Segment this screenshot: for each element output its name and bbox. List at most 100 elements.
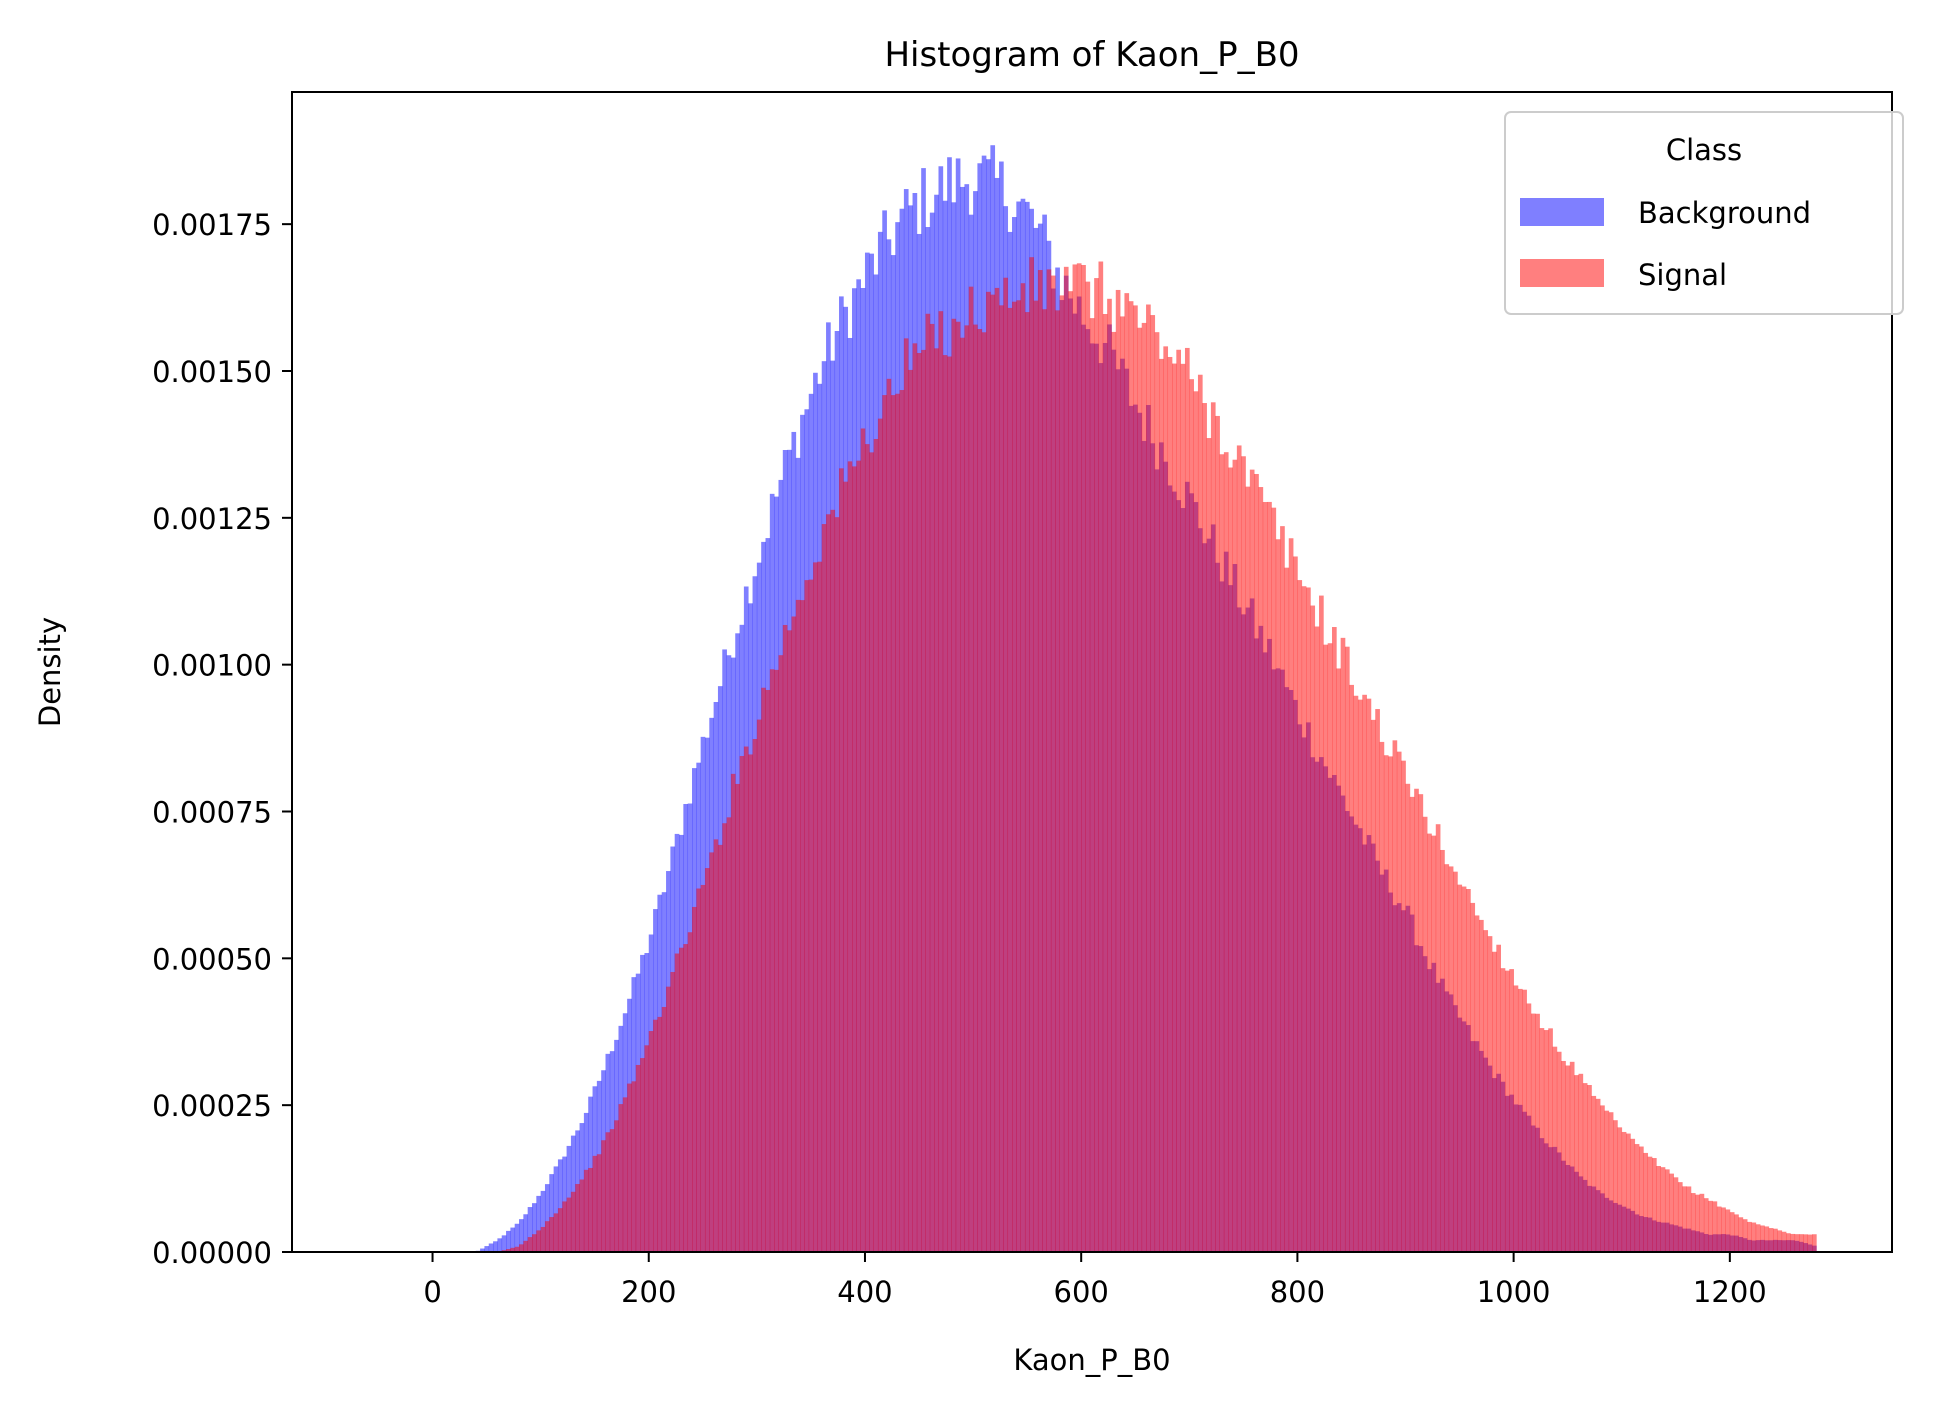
histogram-bar — [1755, 1224, 1761, 1252]
histogram-bar — [1081, 264, 1086, 1252]
histogram-bar — [1474, 915, 1480, 1252]
histogram-bar — [532, 1234, 537, 1252]
histogram-bar — [1431, 835, 1437, 1252]
histogram-bar — [1712, 1201, 1718, 1252]
histogram-bar — [968, 286, 974, 1252]
histogram-bar — [748, 754, 753, 1252]
histogram-bar — [1007, 307, 1013, 1252]
histogram-bar — [1159, 358, 1164, 1252]
histogram-bar — [739, 755, 745, 1252]
histogram-bar — [1435, 824, 1441, 1252]
histogram-bar — [1729, 1212, 1735, 1252]
histogram-bar — [523, 1240, 529, 1252]
histogram-bar — [1647, 1156, 1653, 1252]
histogram-bar — [1189, 379, 1194, 1252]
histogram-bar — [1180, 363, 1186, 1253]
histogram-bar — [756, 719, 762, 1252]
histogram-bar — [1024, 312, 1030, 1252]
histogram-bar — [493, 1241, 498, 1252]
x-tick-label: 1200 — [1693, 1275, 1767, 1309]
histogram-bar — [1751, 1222, 1757, 1252]
histogram-bar — [843, 481, 849, 1252]
x-axis-label: Kaon_P_B0 — [1013, 1343, 1170, 1377]
histogram-bar — [661, 1006, 667, 1252]
histogram-bar — [1137, 327, 1143, 1253]
histogram-bar — [1582, 1083, 1588, 1252]
histogram-bar — [1626, 1133, 1631, 1252]
histogram-bar — [1301, 586, 1307, 1252]
histogram-bar — [1487, 936, 1493, 1252]
histogram-bar — [830, 509, 836, 1253]
histogram-bar — [640, 1058, 645, 1252]
histogram-bar — [588, 1167, 593, 1252]
histogram-bar — [895, 393, 900, 1252]
histogram-bar — [549, 1217, 554, 1252]
histogram-bar — [1405, 783, 1411, 1252]
histogram-bar — [653, 1019, 658, 1252]
histogram-bar — [1306, 587, 1311, 1252]
histogram-bar — [1561, 1060, 1566, 1252]
histogram-bar — [1600, 1105, 1605, 1252]
histogram-bar — [1522, 989, 1527, 1252]
histogram-bar — [1370, 719, 1376, 1252]
histogram-bar — [1604, 1110, 1610, 1252]
histogram-bar — [501, 1235, 507, 1252]
histogram-bar — [510, 1227, 516, 1252]
histogram-bar — [1504, 970, 1510, 1252]
histogram-bar — [1656, 1166, 1661, 1252]
histogram-bar — [999, 305, 1004, 1253]
legend-title: Class — [1666, 133, 1742, 167]
histogram-bar — [813, 562, 818, 1252]
histogram-bar — [1708, 1200, 1713, 1252]
histogram-bar — [666, 986, 671, 1252]
histogram-bar — [1764, 1226, 1770, 1252]
histogram-bar — [1236, 445, 1242, 1252]
histogram-bar — [877, 418, 883, 1252]
histogram-bar — [1223, 452, 1229, 1252]
histogram-bar — [1466, 889, 1471, 1252]
histogram-bar — [860, 428, 866, 1253]
histogram-bar — [566, 1197, 572, 1252]
histogram-bar — [1500, 968, 1506, 1252]
histogram-bar — [1492, 951, 1497, 1252]
histogram-bar — [1327, 643, 1333, 1252]
histogram-bar — [1686, 1186, 1692, 1252]
histogram-bar — [873, 438, 879, 1252]
histogram-bar — [674, 953, 680, 1252]
histogram-bar — [960, 337, 965, 1253]
histogram-bar — [553, 1166, 559, 1252]
histogram-bar — [1591, 1095, 1597, 1252]
histogram-bar — [1396, 751, 1402, 1252]
histogram-bar — [514, 1223, 520, 1252]
histogram-bar — [540, 1190, 546, 1252]
histogram-bar — [942, 355, 948, 1252]
histogram-bar — [1059, 295, 1065, 1252]
histogram-bar — [852, 466, 857, 1252]
chart-title: Histogram of Kaon_P_B0 — [884, 35, 1299, 75]
histogram-bar — [1107, 298, 1112, 1252]
histogram-bar — [929, 323, 935, 1252]
histogram-bar — [821, 524, 827, 1252]
histogram-bar — [856, 460, 861, 1252]
histogram-bar — [1669, 1173, 1674, 1252]
histogram-bar — [1738, 1217, 1744, 1252]
histogram-bar — [687, 932, 693, 1252]
legend: Class Background Signal — [1504, 111, 1904, 315]
histogram-bar — [1392, 740, 1398, 1252]
histogram-bar — [709, 852, 714, 1252]
histogram-bar — [1094, 278, 1099, 1253]
histogram-bar — [618, 1104, 624, 1252]
histogram-bar — [1418, 794, 1424, 1252]
histogram-bar — [1496, 944, 1501, 1252]
histogram-bar — [1297, 580, 1303, 1252]
histogram-bar — [934, 348, 939, 1253]
histogram-bar — [497, 1238, 503, 1252]
histogram-bar — [864, 444, 870, 1253]
histogram-bar — [1037, 270, 1043, 1252]
histogram-bar — [890, 395, 896, 1253]
histogram-bar — [1210, 402, 1216, 1252]
histogram-bar — [1055, 310, 1060, 1252]
legend-swatch-background — [1520, 198, 1604, 226]
histogram-bar — [1509, 969, 1514, 1252]
histogram-bar — [722, 823, 727, 1252]
